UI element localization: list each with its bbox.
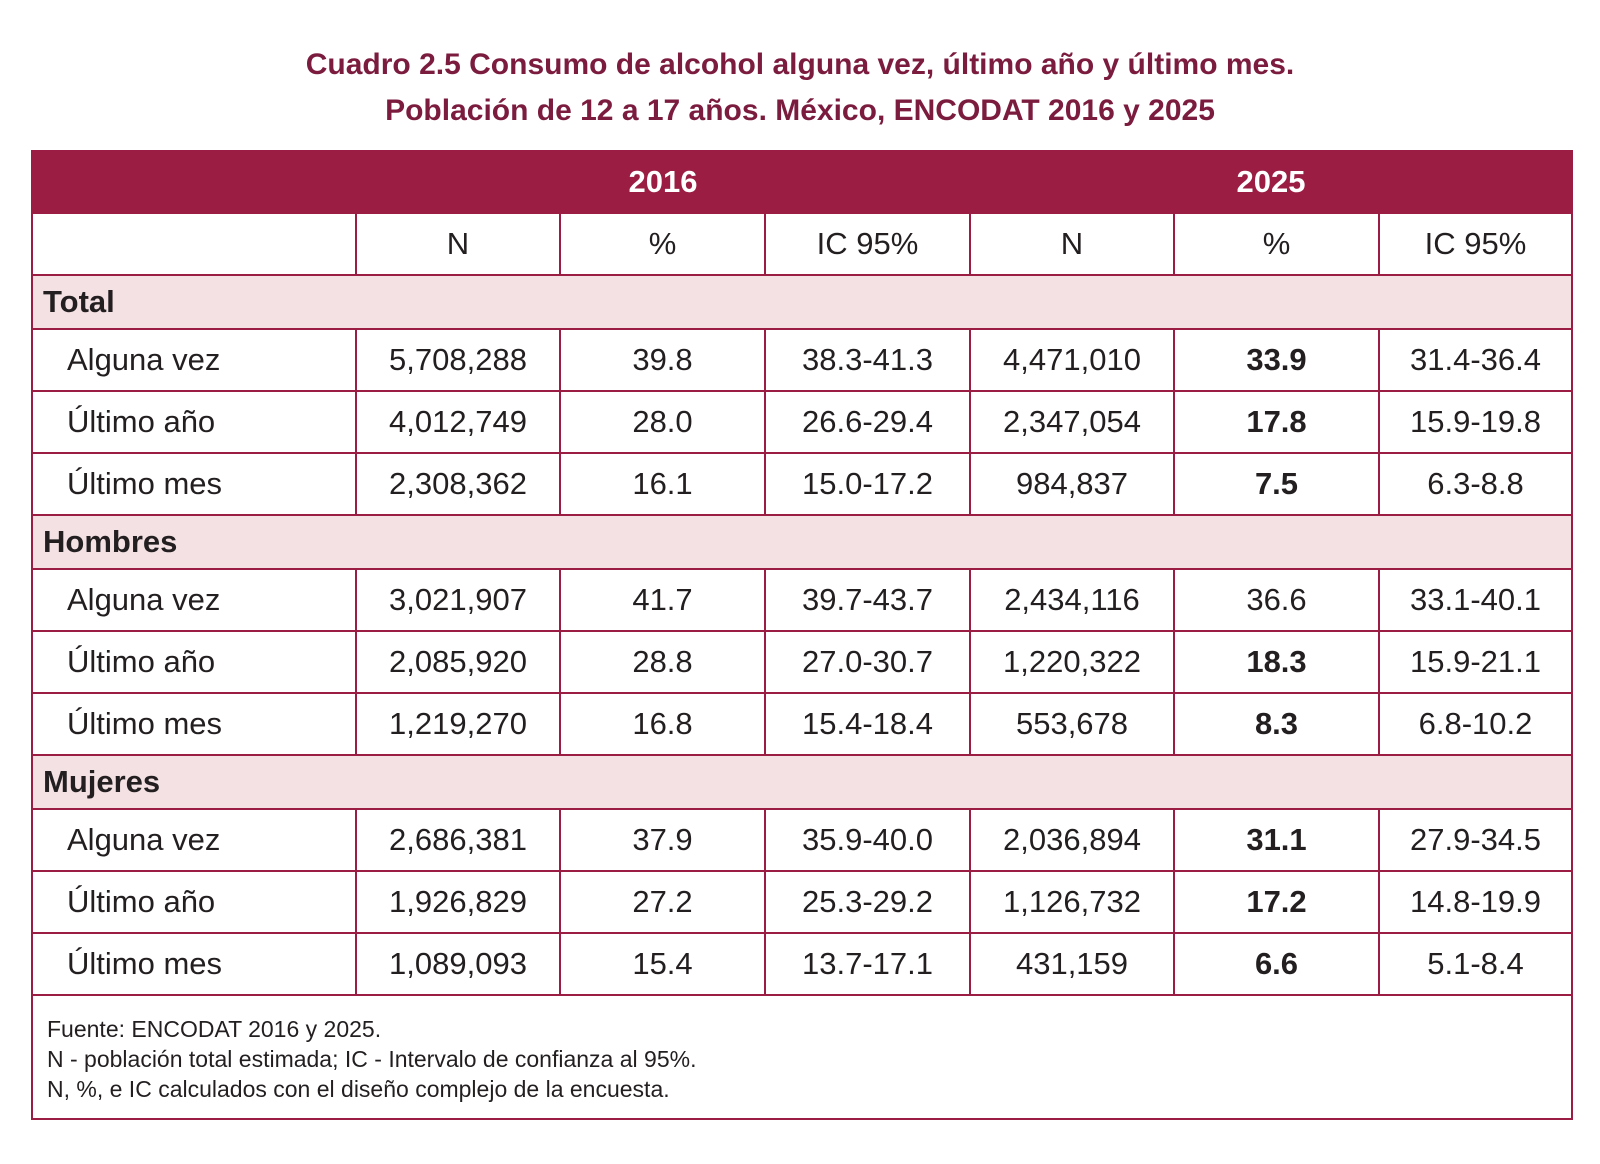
cell-n-2025: 553,678 <box>969 692 1175 756</box>
group-row-total: Total <box>31 274 1573 330</box>
table-row: Último mes 2,308,362 16.1 15.0-17.2 984,… <box>31 452 1573 516</box>
year-header-2025: 2025 <box>969 150 1573 214</box>
cell-n-2025: 4,471,010 <box>969 328 1175 392</box>
cell-ic-2016: 38.3-41.3 <box>764 328 971 392</box>
column-header-row: N % IC 95% N % IC 95% <box>31 212 1573 276</box>
cell-ic-2016: 35.9-40.0 <box>764 808 971 872</box>
cell-pct-2016: 41.7 <box>559 568 766 632</box>
cell-pct-2016: 39.8 <box>559 328 766 392</box>
cell-ic-2025: 6.3-8.8 <box>1378 452 1573 516</box>
row-label: Alguna vez <box>31 808 357 872</box>
cell-n-2025: 2,434,116 <box>969 568 1175 632</box>
group-row-hombres: Hombres <box>31 514 1573 570</box>
caption-line-2: Población de 12 a 17 años. México, ENCOD… <box>385 94 1215 127</box>
cell-ic-2016: 15.4-18.4 <box>764 692 971 756</box>
cell-pct-2016: 15.4 <box>559 932 766 996</box>
cell-n-2025: 1,126,732 <box>969 870 1175 934</box>
year-header-blank <box>31 150 357 214</box>
cell-ic-2016: 25.3-29.2 <box>764 870 971 934</box>
cell-ic-2016: 26.6-29.4 <box>764 390 971 454</box>
group-label: Total <box>31 274 1573 330</box>
group-row-mujeres: Mujeres <box>31 754 1573 810</box>
table-row: Alguna vez 2,686,381 37.9 35.9-40.0 2,03… <box>31 808 1573 872</box>
cell-pct-2025: 7.5 <box>1173 452 1380 516</box>
column-header-ic-2025: IC 95% <box>1378 212 1573 276</box>
alcohol-consumption-table: 2016 2025 N % IC 95% N % IC 95% Total Al… <box>31 150 1573 1120</box>
row-label: Último mes <box>31 452 357 516</box>
year-header-row: 2016 2025 <box>31 150 1573 214</box>
row-label: Último año <box>31 390 357 454</box>
cell-n-2016: 3,021,907 <box>355 568 561 632</box>
table-row: Último mes 1,089,093 15.4 13.7-17.1 431,… <box>31 932 1573 996</box>
column-header-n-2016: N <box>355 212 561 276</box>
cell-pct-2025: 33.9 <box>1173 328 1380 392</box>
footnote-source: Fuente: ENCODAT 2016 y 2025. <box>47 1016 382 1042</box>
cell-n-2016: 5,708,288 <box>355 328 561 392</box>
cell-ic-2025: 15.9-19.8 <box>1378 390 1573 454</box>
table-row: Último año 2,085,920 28.8 27.0-30.7 1,22… <box>31 630 1573 694</box>
cell-pct-2025: 6.6 <box>1173 932 1380 996</box>
cell-ic-2025: 6.8-10.2 <box>1378 692 1573 756</box>
cell-ic-2025: 31.4-36.4 <box>1378 328 1573 392</box>
cell-ic-2025: 15.9-21.1 <box>1378 630 1573 694</box>
column-header-pct-2016: % <box>559 212 766 276</box>
cell-pct-2016: 27.2 <box>559 870 766 934</box>
footnote-definitions: N - población total estimada; IC - Inter… <box>47 1046 697 1072</box>
footnotes: Fuente: ENCODAT 2016 y 2025. N - poblaci… <box>31 994 1573 1120</box>
cell-pct-2016: 28.8 <box>559 630 766 694</box>
group-label: Mujeres <box>31 754 1573 810</box>
cell-ic-2025: 14.8-19.9 <box>1378 870 1573 934</box>
cell-pct-2025: 31.1 <box>1173 808 1380 872</box>
cell-pct-2016: 37.9 <box>559 808 766 872</box>
cell-n-2016: 1,219,270 <box>355 692 561 756</box>
cell-n-2025: 984,837 <box>969 452 1175 516</box>
cell-n-2025: 2,036,894 <box>969 808 1175 872</box>
footnote-row: Fuente: ENCODAT 2016 y 2025. N - poblaci… <box>31 994 1573 1120</box>
cell-n-2016: 4,012,749 <box>355 390 561 454</box>
row-label: Alguna vez <box>31 568 357 632</box>
footnote-method: N, %, e IC calculados con el diseño comp… <box>47 1076 670 1102</box>
cell-n-2016: 2,085,920 <box>355 630 561 694</box>
table-row: Último mes 1,219,270 16.8 15.4-18.4 553,… <box>31 692 1573 756</box>
column-header-ic-2016: IC 95% <box>764 212 971 276</box>
year-header-2016: 2016 <box>355 150 971 214</box>
cell-n-2016: 2,308,362 <box>355 452 561 516</box>
cell-pct-2025: 17.2 <box>1173 870 1380 934</box>
table-row: Último año 1,926,829 27.2 25.3-29.2 1,12… <box>31 870 1573 934</box>
row-label: Último mes <box>31 692 357 756</box>
cell-ic-2025: 33.1-40.1 <box>1378 568 1573 632</box>
cell-pct-2025: 17.8 <box>1173 390 1380 454</box>
cell-pct-2016: 16.1 <box>559 452 766 516</box>
cell-pct-2025: 18.3 <box>1173 630 1380 694</box>
table-row: Alguna vez 3,021,907 41.7 39.7-43.7 2,43… <box>31 568 1573 632</box>
cell-ic-2025: 27.9-34.5 <box>1378 808 1573 872</box>
cell-ic-2016: 13.7-17.1 <box>764 932 971 996</box>
group-label: Hombres <box>31 514 1573 570</box>
column-header-n-2025: N <box>969 212 1175 276</box>
cell-ic-2016: 39.7-43.7 <box>764 568 971 632</box>
cell-n-2016: 2,686,381 <box>355 808 561 872</box>
cell-ic-2025: 5.1-8.4 <box>1378 932 1573 996</box>
cell-ic-2016: 15.0-17.2 <box>764 452 971 516</box>
cell-n-2016: 1,089,093 <box>355 932 561 996</box>
caption-line-1: Cuadro 2.5 Consumo de alcohol alguna vez… <box>305 48 1295 81</box>
cell-n-2025: 1,220,322 <box>969 630 1175 694</box>
column-header-pct-2025: % <box>1173 212 1380 276</box>
row-label: Último año <box>31 870 357 934</box>
row-label: Alguna vez <box>31 328 357 392</box>
column-header-blank <box>31 212 357 276</box>
cell-pct-2016: 16.8 <box>559 692 766 756</box>
cell-pct-2025: 8.3 <box>1173 692 1380 756</box>
row-label: Último mes <box>31 932 357 996</box>
cell-pct-2025: 36.6 <box>1173 568 1380 632</box>
cell-n-2016: 1,926,829 <box>355 870 561 934</box>
cell-n-2025: 431,159 <box>969 932 1175 996</box>
table-caption: Cuadro 2.5 Consumo de alcohol alguna vez… <box>0 42 1600 134</box>
cell-pct-2016: 28.0 <box>559 390 766 454</box>
table-row: Último año 4,012,749 28.0 26.6-29.4 2,34… <box>31 390 1573 454</box>
cell-ic-2016: 27.0-30.7 <box>764 630 971 694</box>
row-label: Último año <box>31 630 357 694</box>
table-row: Alguna vez 5,708,288 39.8 38.3-41.3 4,47… <box>31 328 1573 392</box>
cell-n-2025: 2,347,054 <box>969 390 1175 454</box>
